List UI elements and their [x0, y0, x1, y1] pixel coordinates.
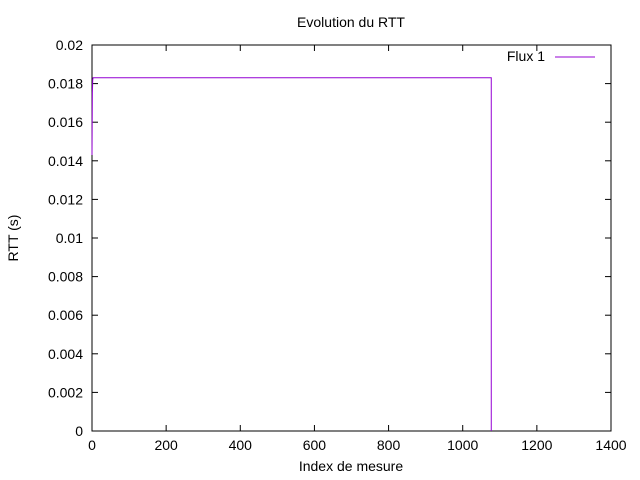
- x-tick-label: 0: [88, 437, 96, 453]
- x-axis: 0 200 400 600 800 1000 1200 1400: [88, 45, 627, 453]
- y-tick-label: 0: [75, 423, 83, 439]
- y-tick-label: 0.01: [56, 230, 83, 246]
- y-tick-label: 0.012: [48, 191, 83, 207]
- legend-label-flux-1: Flux 1: [507, 48, 545, 64]
- y-axis: 0 0.002 0.004 0.006 0.008 0.01 0.012 0.014 0.016…: [48, 37, 611, 439]
- series-layer: [91, 77, 492, 431]
- x-tick-label: 1400: [595, 437, 626, 453]
- x-tick-label: 800: [377, 437, 401, 453]
- plot-area-frame: [91, 44, 612, 432]
- x-axis-label: Index de mesure: [299, 458, 403, 474]
- y-tick-label: 0.006: [48, 307, 83, 323]
- x-tick-label: 200: [154, 437, 178, 453]
- y-tick-label: 0.008: [48, 269, 83, 285]
- chart-title: Evolution du RTT: [297, 14, 405, 30]
- y-tick-label: 0.002: [48, 384, 83, 400]
- x-tick-label: 400: [229, 437, 253, 453]
- y-axis-label: RTT (s): [5, 215, 21, 262]
- x-tick-label: 600: [303, 437, 327, 453]
- y-tick-label: 0.016: [48, 114, 83, 130]
- series-line-flux-1: [91, 77, 492, 431]
- x-tick-label: 1200: [521, 437, 552, 453]
- x-tick-label: 1000: [447, 437, 478, 453]
- legend: Flux 1: [507, 48, 595, 64]
- y-tick-label: 0.014: [48, 153, 83, 169]
- y-tick-label: 0.018: [48, 76, 83, 92]
- y-tick-label: 0.004: [48, 346, 83, 362]
- y-tick-label: 0.02: [56, 37, 83, 53]
